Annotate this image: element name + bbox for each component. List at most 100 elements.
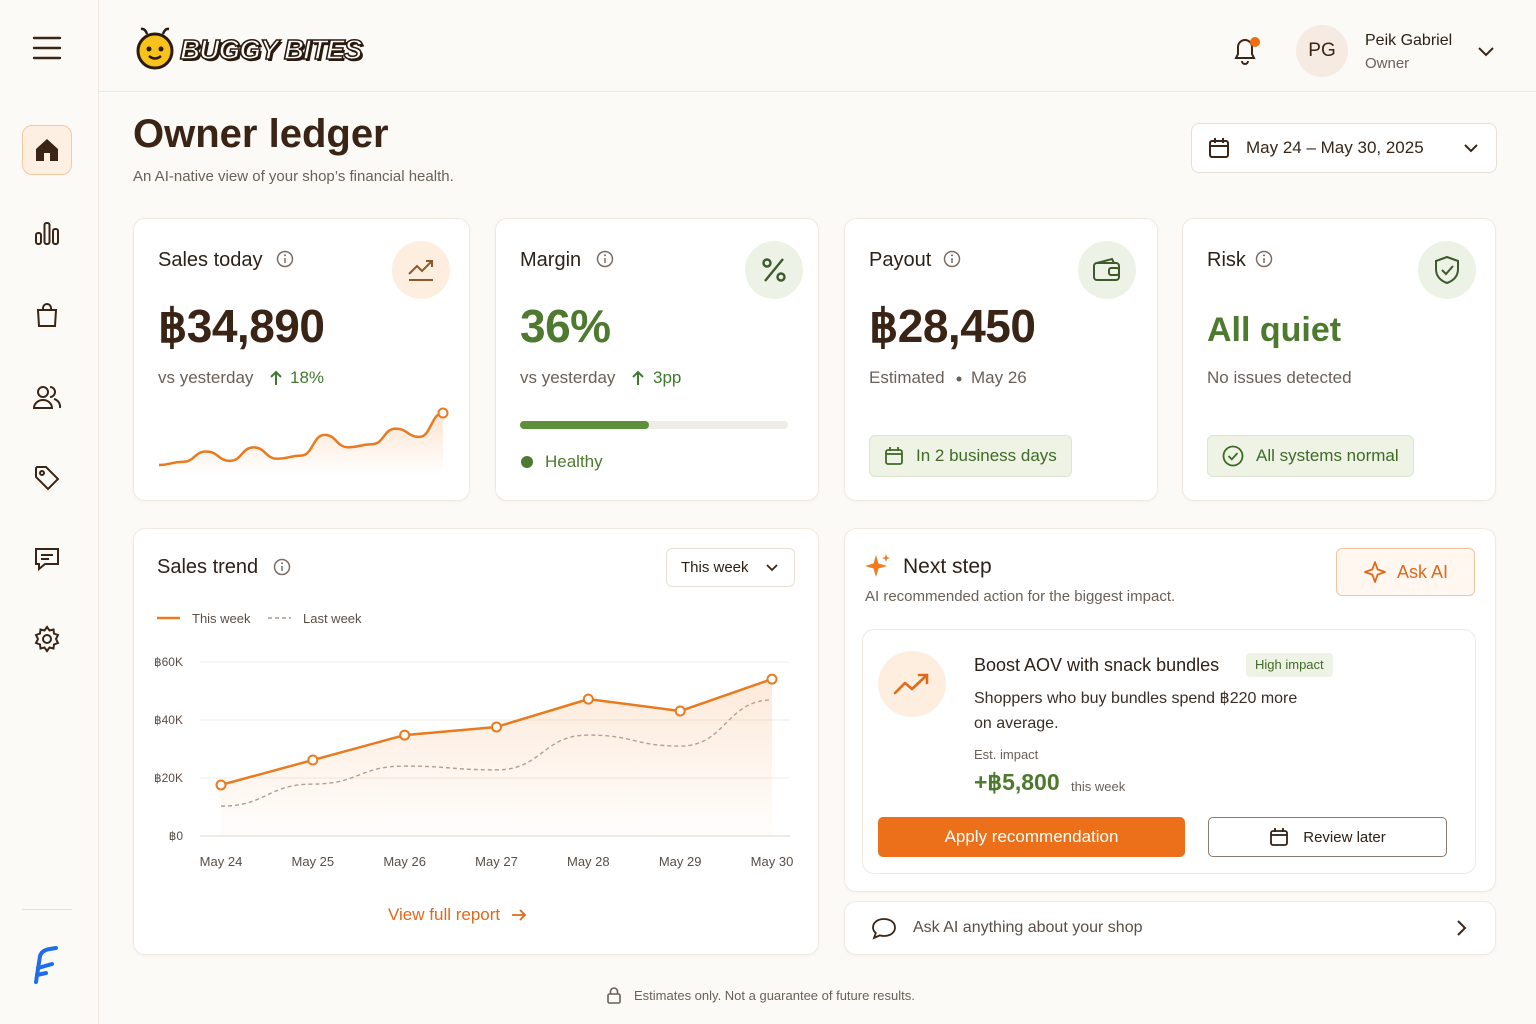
ask-bar-text: Ask AI anything about your shop bbox=[913, 919, 1143, 936]
card-title: Margin bbox=[520, 249, 582, 271]
shield-icon bbox=[1418, 241, 1476, 299]
disclaimer: Estimates only. Not a guarantee of futur… bbox=[634, 988, 915, 1003]
avatar[interactable]: PG bbox=[1296, 25, 1348, 77]
sales-icon bbox=[392, 241, 450, 299]
x-tick-label: May 25 bbox=[292, 854, 335, 869]
payout-badge: In 2 business days bbox=[869, 435, 1072, 477]
comparison-label: vs yesterday bbox=[520, 368, 616, 387]
data-point bbox=[307, 754, 319, 766]
date-range-picker[interactable]: May 24 – May 30, 2025 bbox=[1191, 123, 1497, 173]
x-tick-label: May 26 bbox=[383, 854, 426, 869]
payout-value: ฿28,450 bbox=[869, 300, 1036, 352]
percent-glyph bbox=[762, 258, 786, 282]
chat-icon bbox=[35, 548, 59, 572]
lock-icon bbox=[607, 987, 621, 1004]
payout-date: May 26 bbox=[971, 368, 1027, 387]
info-icon[interactable] bbox=[596, 250, 614, 268]
period-select[interactable]: This week bbox=[666, 548, 795, 587]
home-icon bbox=[36, 139, 58, 161]
x-tick-label: May 24 bbox=[200, 854, 243, 869]
info-icon[interactable] bbox=[943, 250, 961, 268]
recommendation-icon bbox=[878, 651, 946, 717]
card-title: Sales today bbox=[158, 249, 263, 271]
nav-home[interactable] bbox=[22, 125, 72, 175]
series-area bbox=[221, 679, 772, 836]
user-name: Peik Gabriel bbox=[1365, 32, 1453, 49]
nav-products[interactable] bbox=[22, 453, 72, 503]
brand-name: BUGGY BITES bbox=[179, 33, 363, 66]
info-icon[interactable] bbox=[276, 250, 294, 268]
calendar-icon bbox=[1270, 828, 1289, 846]
percent-icon bbox=[745, 241, 803, 299]
nav-messages[interactable] bbox=[22, 534, 72, 584]
data-point bbox=[674, 705, 686, 717]
period-chevron bbox=[766, 563, 778, 571]
date-chevron bbox=[1464, 144, 1478, 153]
health-progress bbox=[520, 421, 649, 429]
next-step-subtitle: AI recommended action for the biggest im… bbox=[865, 588, 1176, 605]
margin-change: 3pp bbox=[653, 368, 682, 387]
calendar-icon bbox=[885, 447, 903, 465]
card-title: Risk bbox=[1207, 249, 1246, 271]
info-icon[interactable] bbox=[1255, 250, 1273, 268]
margin-card: Margin 36% vs yesterday 3pp Healthy bbox=[495, 218, 819, 501]
x-tick-label: May 28 bbox=[567, 854, 610, 869]
tag-icon bbox=[35, 466, 60, 491]
trend-icon bbox=[408, 260, 433, 281]
menu-button[interactable] bbox=[32, 34, 62, 62]
info-icon[interactable] bbox=[273, 558, 291, 576]
y-tick-label: ฿40K bbox=[154, 713, 183, 727]
risk-card: Risk All quiet No issues detected All sy… bbox=[1182, 218, 1496, 501]
payout-card: Payout ฿28,450 Estimated May 26 In 2 bus… bbox=[844, 218, 1158, 501]
sales-trend-chart: ฿0 ฿20K ฿40K ฿60K May 24 May 25 May 26 May 27 Ma… bbox=[154, 611, 793, 869]
risk-badge: All systems normal bbox=[1207, 435, 1414, 477]
date-range: May 24 – May 30, 2025 bbox=[1246, 138, 1424, 157]
recommendation-body: Shoppers who buy bundles spend ฿220 more… bbox=[974, 690, 1298, 732]
notifications-button[interactable] bbox=[1230, 34, 1264, 68]
impact-label: Est. impact bbox=[974, 747, 1039, 762]
card-title: Payout bbox=[869, 249, 932, 271]
risk-note: No issues detected bbox=[1207, 368, 1352, 387]
nav-customers[interactable] bbox=[22, 372, 72, 422]
brand-mascot bbox=[136, 27, 174, 70]
users-icon bbox=[32, 386, 62, 409]
status-dot bbox=[521, 456, 533, 468]
chart-title: Sales trend bbox=[157, 556, 259, 578]
margin-status: Healthy bbox=[545, 452, 603, 471]
view-report-text: View full report bbox=[388, 905, 501, 924]
sparkline-end bbox=[437, 407, 449, 419]
review-later-button[interactable]: Review later bbox=[1208, 817, 1447, 857]
x-tick-label: May 29 bbox=[659, 854, 702, 869]
nav-orders[interactable] bbox=[22, 290, 72, 340]
period-select-text: This week bbox=[681, 559, 749, 576]
legend-label: This week bbox=[192, 611, 251, 626]
data-point bbox=[766, 673, 778, 685]
apply-button[interactable]: Apply recommendation bbox=[878, 817, 1185, 857]
chevron-right bbox=[1457, 920, 1467, 936]
ask-ai-text: Ask AI bbox=[1396, 561, 1449, 582]
impact-badge: High impact bbox=[1246, 653, 1333, 677]
payout-badge-text: In 2 business days bbox=[916, 446, 1057, 465]
nav-analytics[interactable] bbox=[22, 208, 72, 258]
nav-settings[interactable] bbox=[22, 614, 72, 664]
comparison-label: vs yesterday bbox=[158, 368, 254, 387]
up-arrow bbox=[270, 370, 282, 385]
shield-glyph bbox=[1435, 255, 1459, 285]
impact-value: +฿5,800 bbox=[974, 769, 1060, 795]
sales-change: 18% bbox=[290, 368, 325, 387]
view-report-link[interactable]: View full report bbox=[388, 905, 528, 925]
user-menu-chevron[interactable] bbox=[1476, 42, 1496, 62]
data-point bbox=[399, 729, 411, 741]
settings-icon bbox=[34, 625, 60, 653]
ask-ai-button[interactable]: Ask AI bbox=[1336, 548, 1475, 596]
sparkle-icon bbox=[865, 554, 890, 577]
analytics-icon bbox=[35, 222, 59, 245]
user-role: Owner bbox=[1365, 55, 1410, 72]
app-logo bbox=[34, 946, 58, 984]
data-point bbox=[215, 779, 227, 791]
health-track bbox=[520, 421, 788, 429]
ask-ai-bar[interactable]: Ask AI anything about your shop bbox=[844, 901, 1496, 955]
bag-icon bbox=[36, 303, 58, 327]
wallet-glyph bbox=[1093, 257, 1120, 281]
